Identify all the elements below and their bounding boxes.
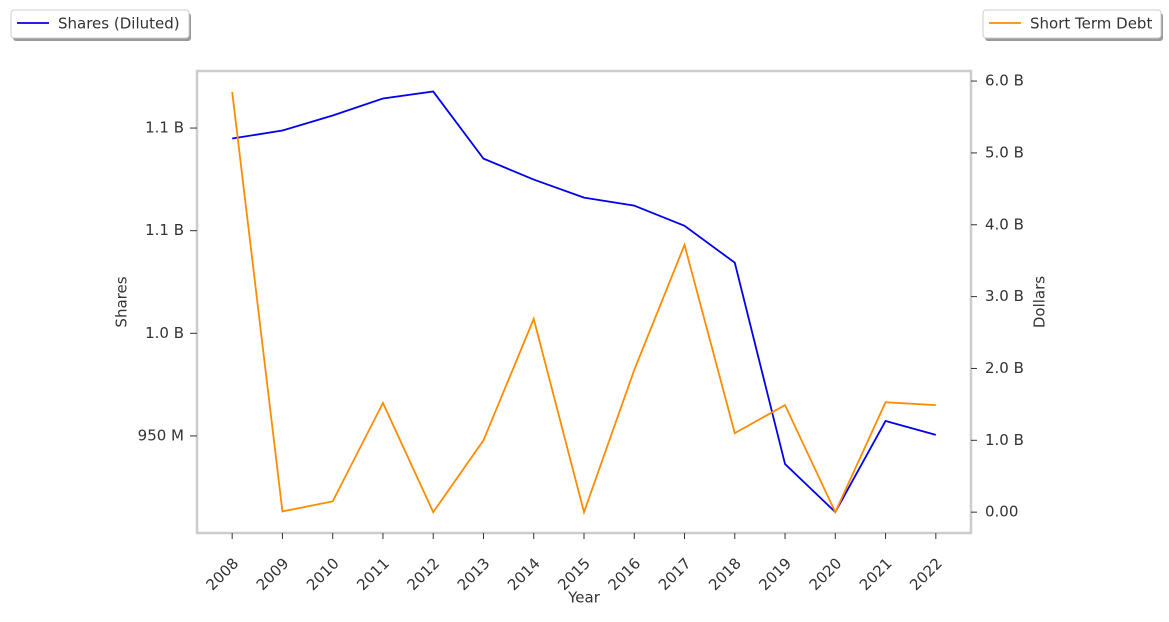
- y2-tick-label: 1.0 B: [985, 431, 1024, 449]
- legend-box: [982, 9, 1162, 39]
- legend-label: Shares (Diluted): [58, 15, 180, 33]
- series-line: [231, 91, 936, 516]
- x-tick-label: 2018: [705, 554, 745, 594]
- x-tick-label: 2011: [353, 554, 393, 594]
- y-tick-label: 1.1 B: [145, 119, 184, 137]
- x-tick-label: 2017: [655, 554, 695, 594]
- x-tick-label: 2010: [303, 554, 343, 594]
- series-line: [232, 90, 937, 514]
- y-axis-label: Shares: [113, 276, 131, 327]
- x-tick-label: 2014: [504, 554, 544, 594]
- x-tick-label: 2009: [253, 554, 293, 594]
- y2-tick-label: 6.0 B: [985, 72, 1024, 90]
- y-tick-label: 1.1 B: [145, 221, 184, 239]
- x-tick-label: 2022: [906, 554, 946, 594]
- x-tick-label: 2019: [755, 554, 795, 594]
- plot-frame: [195, 69, 973, 535]
- y2-axis-label: Dollars: [1031, 276, 1049, 328]
- x-axis-label: Year: [567, 589, 601, 607]
- x-tick-label: 2021: [856, 554, 896, 594]
- legend-box: [10, 9, 190, 39]
- y-tick-label: 950 M: [138, 426, 184, 444]
- y2-tick-label: 0.00: [985, 503, 1018, 521]
- x-tick-label: 2013: [454, 554, 494, 594]
- x-tick-label: 2012: [404, 554, 444, 594]
- x-tick-label: 2016: [605, 554, 645, 594]
- y2-tick-label: 3.0 B: [985, 287, 1024, 305]
- y-tick-label: 1.0 B: [145, 324, 184, 342]
- y2-tick-label: 4.0 B: [985, 215, 1024, 233]
- legend-label: Short Term Debt: [1030, 15, 1152, 33]
- x-tick-label: 2008: [202, 554, 242, 594]
- x-tick-label: 2020: [806, 554, 846, 594]
- y2-tick-label: 5.0 B: [985, 143, 1024, 161]
- y2-tick-label: 2.0 B: [985, 359, 1024, 377]
